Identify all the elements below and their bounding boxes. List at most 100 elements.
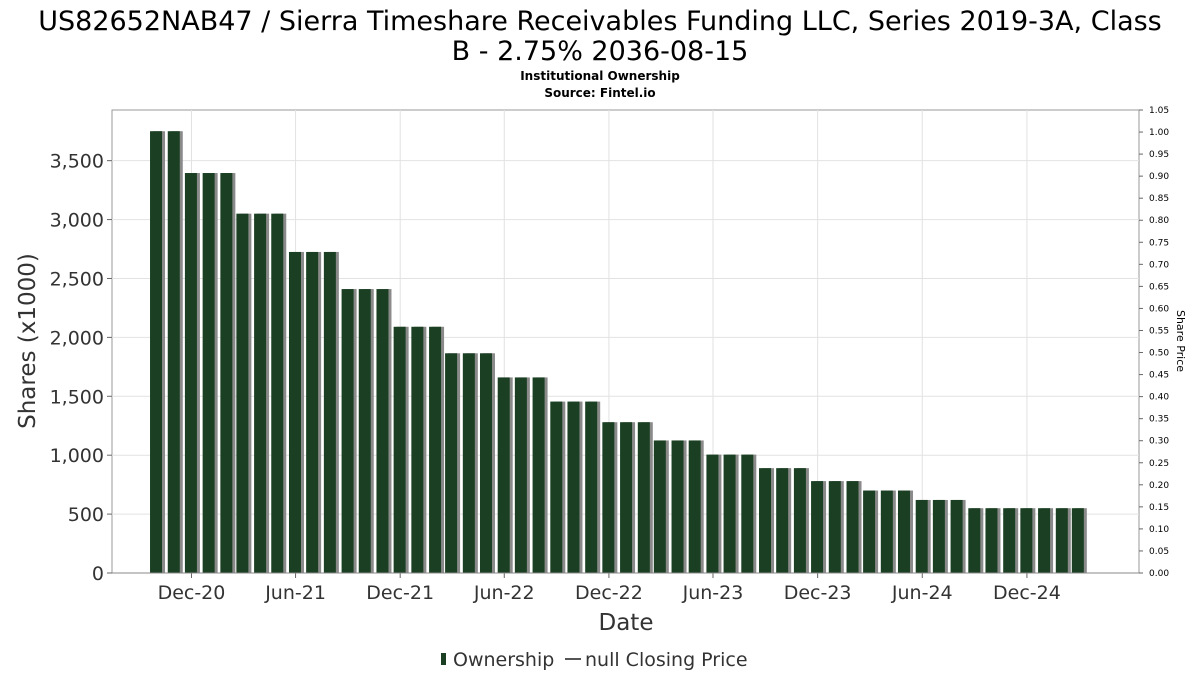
ownership-bar <box>462 353 475 573</box>
y2-tick-label: 0.40 <box>1149 393 1169 403</box>
ownership-bar <box>1038 508 1051 573</box>
y2-tick-label: 1.05 <box>1149 106 1169 116</box>
y2-tick-label: 0.55 <box>1149 326 1169 336</box>
y2-tick-label: 0.20 <box>1149 481 1169 491</box>
ownership-bar <box>759 468 772 573</box>
ownership-bar <box>688 440 701 573</box>
y2-tick-label: 0.65 <box>1149 282 1169 292</box>
x-tick-label: Jun-22 <box>473 582 535 604</box>
ownership-bar <box>723 454 736 573</box>
ownership-bar <box>411 326 424 573</box>
ownership-bar <box>811 481 824 573</box>
y2-tick-label: 0.25 <box>1149 459 1169 469</box>
y2-tick-label: 0.00 <box>1149 569 1169 579</box>
y2-tick-label: 0.30 <box>1149 437 1169 447</box>
ownership-bar <box>880 490 893 573</box>
legend-closing-price-label: null Closing Price <box>585 649 748 671</box>
y2-tick-label: 0.90 <box>1149 172 1169 182</box>
y2-tick-label: 1.00 <box>1149 128 1169 138</box>
ownership-bar <box>288 251 301 573</box>
ownership-bar <box>254 213 267 573</box>
ownership-bar <box>514 377 527 573</box>
ownership-bar <box>532 377 545 573</box>
ownership-bar <box>236 213 249 573</box>
ownership-bar <box>567 401 580 573</box>
ownership-bar <box>202 173 215 573</box>
ownership-bar <box>637 422 650 573</box>
ownership-bar <box>271 213 284 573</box>
ownership-bar <box>863 490 876 573</box>
x-tick-label: Jun-24 <box>891 582 953 604</box>
y2-tick-label: 0.45 <box>1149 371 1169 381</box>
x-tick-label: Dec-22 <box>575 582 643 604</box>
x-tick-label: Jun-23 <box>682 582 744 604</box>
y2-tick-label: 0.70 <box>1149 260 1169 270</box>
ownership-bar <box>341 289 354 573</box>
ownership-bar <box>376 289 389 573</box>
y-tick-label: 1,000 <box>50 445 104 467</box>
ownership-bar <box>793 468 806 573</box>
ownership-bar <box>602 422 615 573</box>
ownership-bar <box>1071 508 1084 573</box>
x-axis-label: Date <box>599 610 654 636</box>
ownership-bar <box>620 422 633 573</box>
ownership-bar <box>706 454 719 573</box>
ownership-bar <box>915 499 928 573</box>
ownership-bar <box>220 173 233 573</box>
y2-axis-label: Share Price <box>1174 310 1187 372</box>
y2-tick-label: 0.85 <box>1149 194 1169 204</box>
ownership-bar <box>653 440 666 573</box>
y-tick-label: 0 <box>92 563 104 585</box>
ownership-bar <box>393 326 406 573</box>
x-tick-label: Jun-21 <box>264 582 326 604</box>
y2-tick-label: 0.60 <box>1149 304 1169 314</box>
y-axis-label: Shares (x1000) <box>15 253 41 429</box>
ownership-bar <box>550 401 563 573</box>
y2-tick-label: 0.15 <box>1149 503 1169 513</box>
y2-tick-label: 0.80 <box>1149 216 1169 226</box>
ownership-bar <box>150 131 163 573</box>
y2-tick-label: 0.50 <box>1149 349 1169 359</box>
y-tick-label: 500 <box>68 504 104 526</box>
ownership-bar <box>932 499 945 573</box>
ownership-bar <box>585 401 598 573</box>
y2-tick-label: 0.75 <box>1149 238 1169 248</box>
axes: 0 500 1,000 1,500 2,000 2,500 3,000 3,500 Dec-20… <box>50 106 1170 604</box>
ownership-bar <box>741 454 754 573</box>
ownership-bar <box>429 326 442 573</box>
ownership-bar <box>985 508 998 573</box>
ownership-bar <box>776 468 789 573</box>
y-tick-label: 2,500 <box>50 268 104 290</box>
bars <box>150 131 1087 573</box>
ownership-bar <box>1003 508 1016 573</box>
y-tick-label: 2,000 <box>50 327 104 349</box>
y2-tick-label: 0.35 <box>1149 415 1169 425</box>
ownership-bar <box>968 508 981 573</box>
ownership-bar <box>445 353 458 573</box>
y2-tick-label: 0.95 <box>1149 150 1169 160</box>
legend-ownership-swatch <box>441 653 446 665</box>
legend: Ownership null Closing Price <box>441 649 748 671</box>
ownership-bar <box>1055 508 1068 573</box>
y-tick-label: 3,500 <box>50 151 104 173</box>
ownership-bar <box>479 353 492 573</box>
legend-ownership-label: Ownership <box>453 649 554 671</box>
chart-source: Source: Fintel.io <box>544 86 655 100</box>
ownership-bar <box>323 251 336 573</box>
x-tick-label: Dec-24 <box>993 582 1061 604</box>
y-tick-label: 3,000 <box>50 210 104 232</box>
ownership-bar <box>497 377 510 573</box>
ownership-bar <box>184 173 197 573</box>
chart-title-line-2: B - 2.75% 2036-08-15 <box>452 36 749 67</box>
ownership-bar <box>897 490 910 573</box>
x-tick-label: Dec-20 <box>158 582 226 604</box>
ownership-bar <box>828 481 841 573</box>
x-tick-label: Dec-21 <box>366 582 434 604</box>
ownership-bar <box>167 131 180 573</box>
ownership-bar <box>306 251 319 573</box>
y2-tick-label: 0.10 <box>1149 525 1169 535</box>
ownership-bar <box>358 289 371 573</box>
y-tick-label: 1,500 <box>50 386 104 408</box>
ownership-bar <box>671 440 684 573</box>
